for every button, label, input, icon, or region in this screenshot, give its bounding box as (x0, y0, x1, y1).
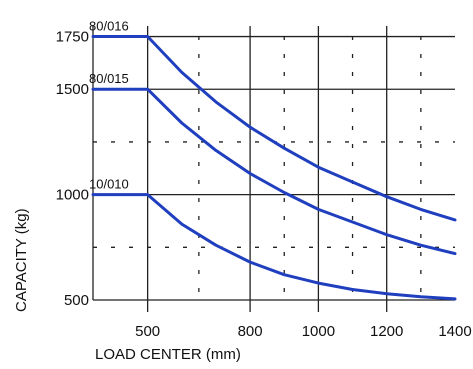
y-axis-ticks: 500 1000 1500 1750 (56, 29, 89, 309)
y-tick-label: 1500 (56, 81, 89, 98)
series-line-3 (91, 193, 457, 301)
x-axis-label: LOAD CENTER (mm) (95, 346, 241, 363)
series-line-2 (91, 87, 457, 256)
y-tick-label: 1000 (56, 187, 89, 204)
x-axis-ticks: 500 800 1000 1200 1400 (135, 323, 472, 340)
series-line-1 (91, 35, 457, 222)
series-label-1: 80/016 (89, 19, 129, 34)
grid (92, 26, 455, 312)
y-tick-label: 500 (64, 292, 89, 309)
y-axis-label: CAPACITY (kg) (13, 208, 30, 312)
series-labels: 80/016 80/015 10/010 (89, 19, 129, 192)
x-tick-label: 1200 (370, 323, 403, 340)
y-tick-label: 1750 (56, 29, 89, 46)
x-tick-label: 1400 (438, 323, 471, 340)
x-tick-label: 500 (135, 323, 160, 340)
series-label-2: 80/015 (89, 71, 129, 86)
x-tick-label: 800 (238, 323, 263, 340)
series-lines (91, 35, 457, 301)
series-label-3: 10/010 (89, 177, 129, 192)
x-tick-label: 1000 (302, 323, 335, 340)
